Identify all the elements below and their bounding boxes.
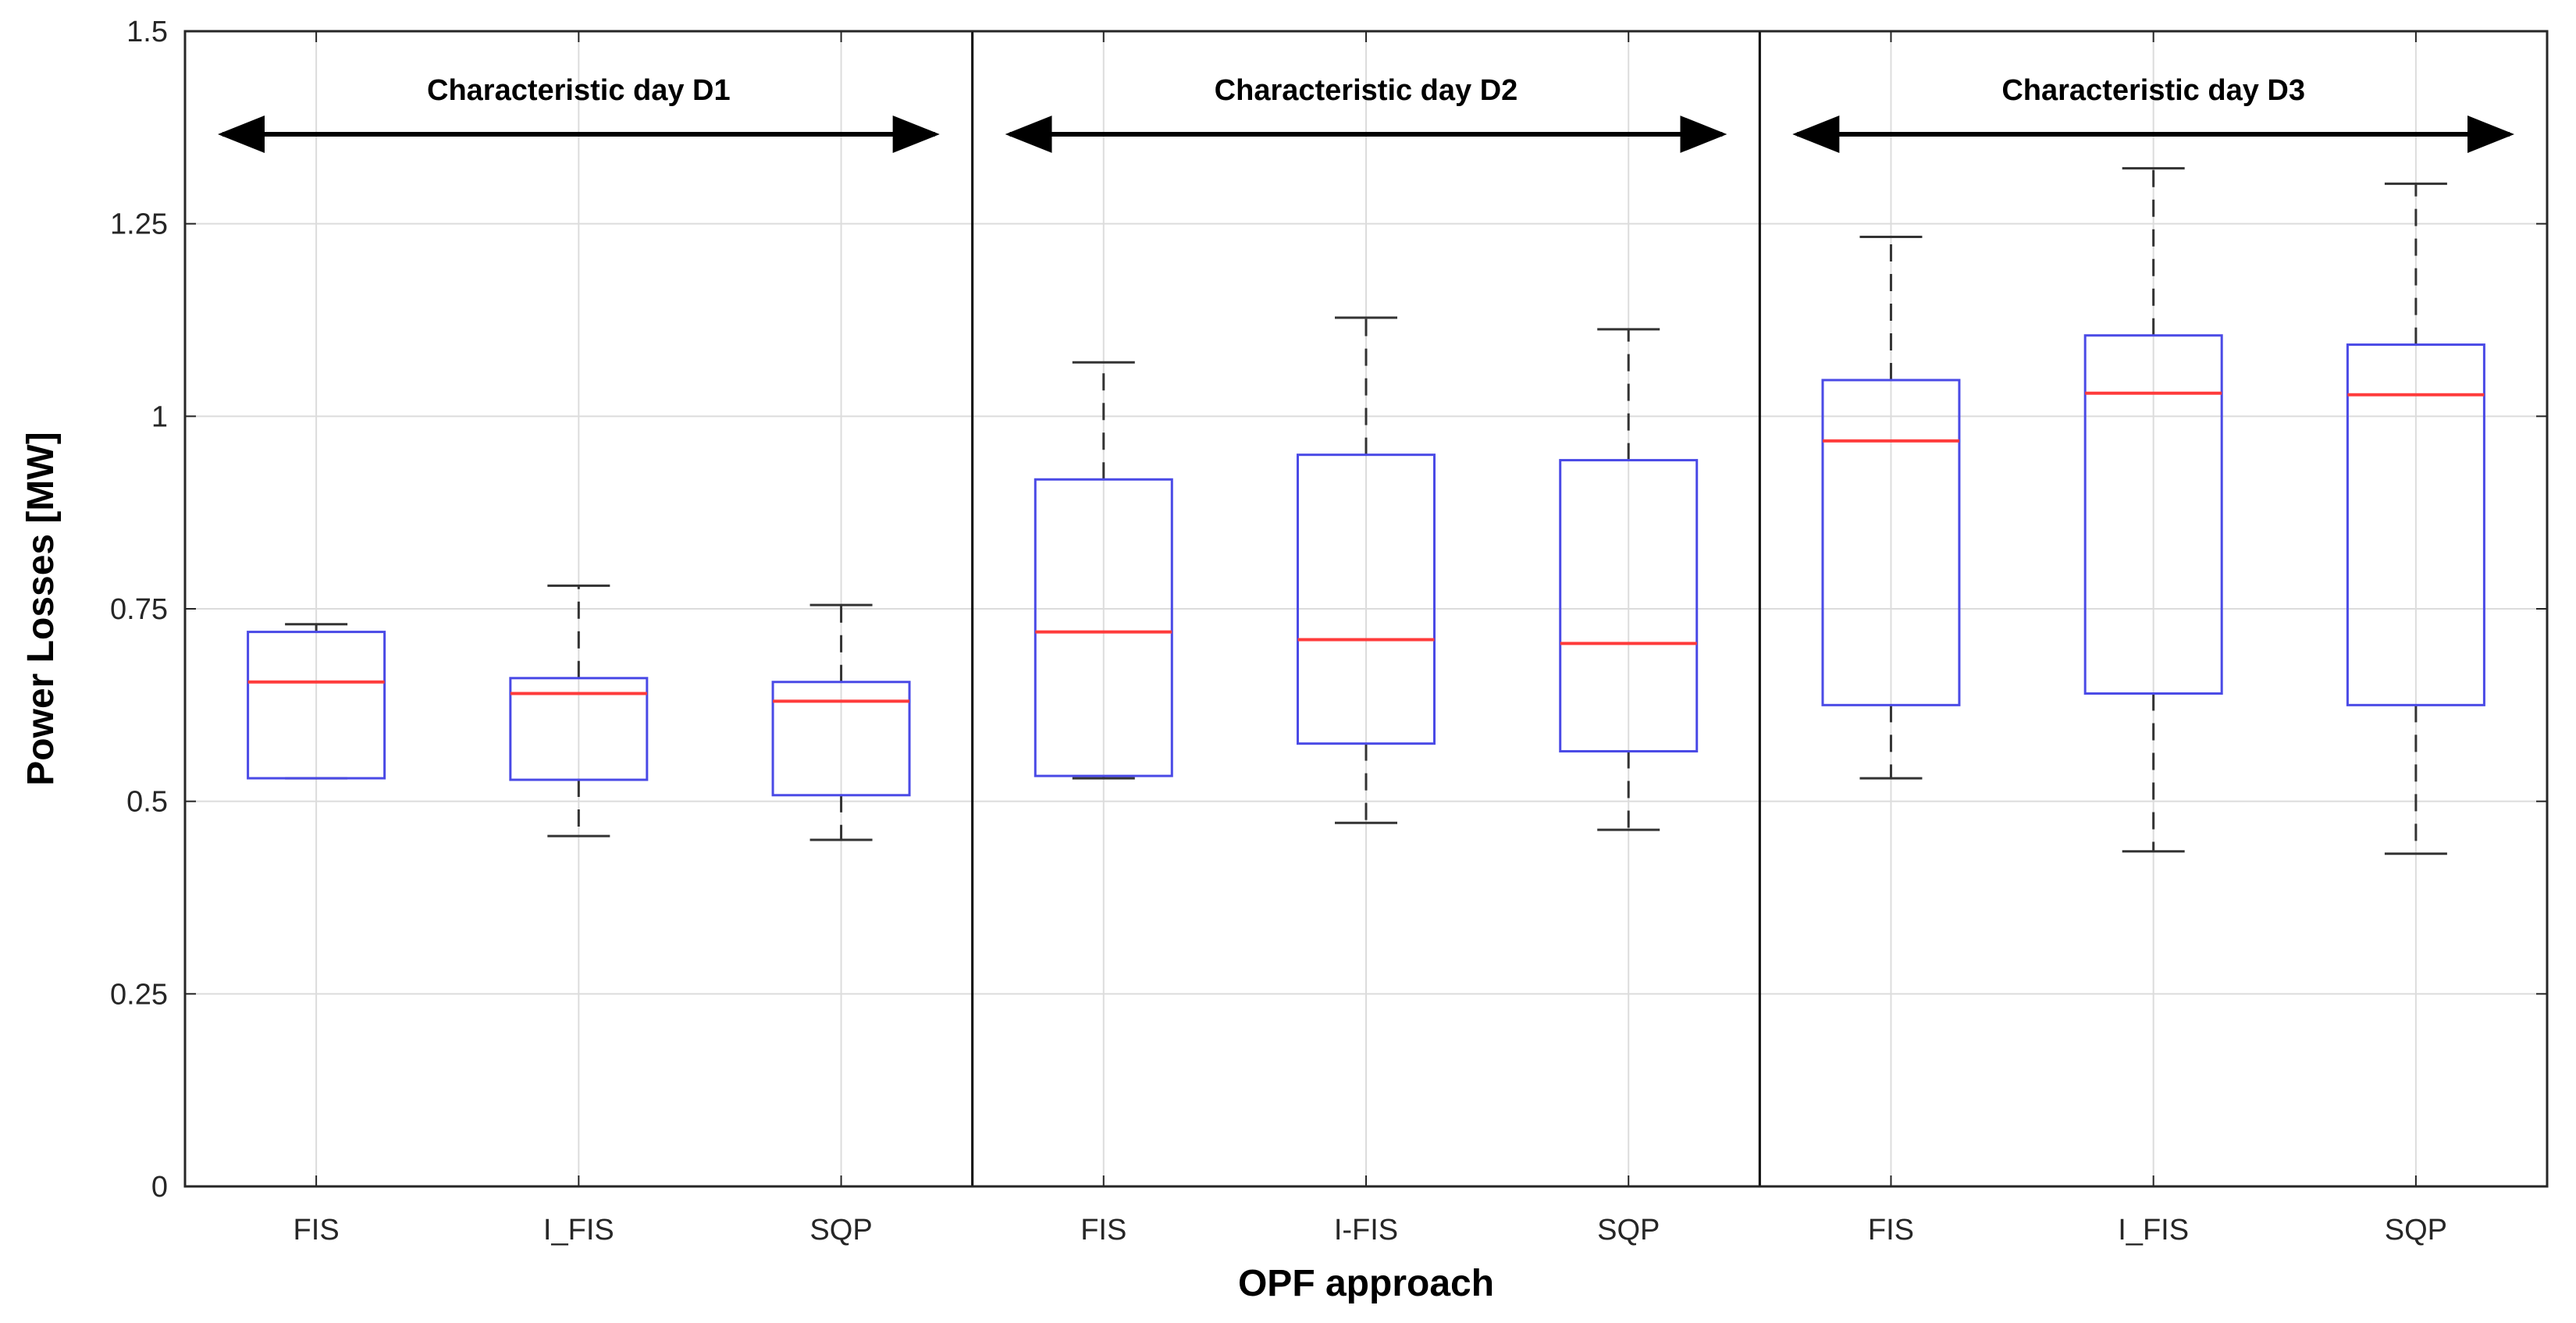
x-tick-label: SQP: [1597, 1214, 1660, 1247]
box-group: [1559, 328, 1699, 831]
y-axis-title: Power Losses [MW]: [20, 432, 62, 785]
box-group: [1821, 235, 1961, 780]
box-group: [1297, 316, 1436, 824]
y-tick-label: 1: [151, 400, 168, 433]
y-tick-label: 0: [151, 1171, 168, 1204]
y-tick-label: 1.5: [126, 16, 168, 48]
x-tick-label: SQP: [2385, 1214, 2447, 1247]
box: [1559, 459, 1699, 753]
x-tick-label: I_FIS: [2118, 1214, 2189, 1247]
x-tick-label: SQP: [809, 1214, 872, 1247]
axes: 0 0.25 0.5 0.75 1 1.25 1.5 FIS I_FIS SQP FIS I-FIS S…: [110, 16, 2549, 1247]
group-label: Characteristic day D2: [1215, 74, 1518, 107]
x-tick-label: I-FIS: [1334, 1214, 1398, 1247]
x-tick-label: FIS: [1868, 1214, 1914, 1247]
box: [1034, 478, 1173, 777]
grid: [185, 31, 2547, 1186]
box: [247, 631, 386, 780]
y-tick-label: 0.25: [110, 978, 168, 1011]
y-tick-label: 0.75: [110, 593, 168, 626]
box-group: [247, 623, 386, 780]
y-tick-label: 1.25: [110, 208, 168, 241]
group-label: Characteristic day D3: [2001, 74, 2305, 107]
box: [2346, 343, 2485, 706]
x-axis-title: OPF approach: [1238, 1263, 1494, 1304]
box-group: [509, 584, 649, 838]
x-tick-label: FIS: [294, 1214, 340, 1247]
x-tick-label: I_FIS: [543, 1214, 614, 1247]
box: [2083, 334, 2223, 695]
box-group: [2346, 182, 2485, 855]
plot-frame: [183, 30, 2549, 1188]
box-group: [771, 603, 911, 841]
y-tick-label: 0.5: [126, 786, 168, 819]
box: [771, 681, 911, 797]
group-label: Characteristic day D1: [427, 74, 731, 107]
boxes: [247, 167, 2485, 855]
box-group: [2083, 167, 2223, 853]
box: [1821, 379, 1961, 706]
box: [509, 677, 649, 781]
day-groups: Characteristic day D1 Characteristic day …: [218, 31, 2514, 1186]
x-tick-label: FIS: [1080, 1214, 1126, 1247]
box: [1297, 453, 1436, 745]
box-group: [1034, 361, 1173, 780]
